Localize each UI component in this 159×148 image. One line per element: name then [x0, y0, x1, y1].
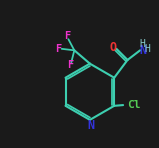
- Text: O: O: [109, 41, 116, 54]
- Text: F: F: [67, 60, 74, 70]
- Text: N: N: [88, 119, 95, 132]
- Text: F: F: [55, 44, 61, 54]
- Text: H: H: [140, 39, 146, 49]
- Text: N: N: [139, 44, 146, 57]
- Text: F: F: [65, 31, 71, 41]
- Text: H: H: [145, 44, 151, 54]
- Text: Cl: Cl: [128, 100, 141, 110]
